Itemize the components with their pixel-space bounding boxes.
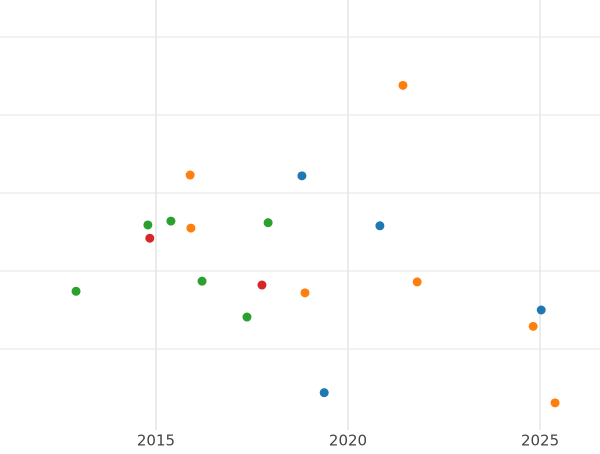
point xyxy=(412,277,422,287)
x-tick-label: 2025 xyxy=(521,432,559,450)
point xyxy=(528,321,538,331)
point xyxy=(319,388,329,398)
x-tick-label: 2015 xyxy=(137,432,175,450)
point xyxy=(297,171,307,181)
point xyxy=(185,170,195,180)
point xyxy=(257,280,267,290)
point xyxy=(398,80,408,90)
point xyxy=(197,276,207,286)
x-tick-label: 2020 xyxy=(329,432,367,450)
point xyxy=(145,233,155,243)
point xyxy=(242,312,252,322)
point xyxy=(536,305,546,315)
point xyxy=(71,286,81,296)
point xyxy=(550,398,560,408)
point xyxy=(375,221,385,231)
point xyxy=(186,223,196,233)
point xyxy=(263,218,273,228)
point xyxy=(300,288,310,298)
point xyxy=(166,216,176,226)
point xyxy=(143,220,153,230)
